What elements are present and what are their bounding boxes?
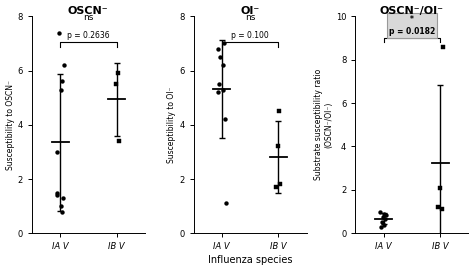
Point (383, 213, 390, 217)
Point (222, 201, 229, 206)
Point (58, 79, 66, 83)
Point (381, 217, 388, 221)
Point (214, 90, 222, 94)
Text: ns: ns (245, 13, 255, 22)
Point (59, 196, 67, 200)
Point (276, 182, 284, 187)
Text: p = 0.2636: p = 0.2636 (67, 31, 109, 40)
Point (275, 109, 283, 113)
Point (58, 209, 65, 214)
X-axis label: Influenza species: Influenza species (208, 256, 292, 265)
Point (114, 71, 122, 75)
Point (378, 225, 385, 229)
Point (214, 47, 222, 51)
Point (55, 30, 63, 35)
Point (113, 82, 120, 86)
Y-axis label: Susceptibility to OI⁻: Susceptibility to OI⁻ (167, 86, 176, 163)
Text: p = 0.100: p = 0.100 (231, 31, 269, 40)
Point (57, 87, 64, 92)
Point (434, 205, 442, 209)
Point (378, 220, 386, 225)
Point (437, 186, 444, 190)
Point (380, 222, 388, 227)
Point (380, 212, 387, 216)
Point (54, 191, 61, 195)
Point (438, 207, 446, 212)
Point (53, 193, 60, 198)
Title: OSCN⁻: OSCN⁻ (68, 6, 109, 15)
Point (57, 204, 64, 208)
Point (439, 44, 447, 49)
Title: OSCN⁻/OI⁻: OSCN⁻/OI⁻ (380, 6, 444, 15)
Point (215, 82, 222, 86)
Text: ns: ns (83, 13, 93, 22)
Point (274, 144, 282, 149)
Point (376, 209, 383, 214)
Point (272, 185, 280, 189)
Point (60, 63, 67, 67)
Title: OI⁻: OI⁻ (240, 6, 260, 15)
Point (220, 41, 228, 46)
Point (54, 150, 61, 154)
Text: *
p = 0.0182: * p = 0.0182 (389, 15, 435, 36)
Point (219, 63, 227, 67)
Point (219, 87, 227, 92)
Y-axis label: Substrate susceptibility ratio
(OSCN⁻/OI⁻): Substrate susceptibility ratio (OSCN⁻/OI… (314, 69, 333, 180)
Y-axis label: Susceptibility to OSCN⁻: Susceptibility to OSCN⁻ (6, 80, 15, 170)
Point (216, 55, 223, 59)
Point (222, 117, 229, 121)
Point (115, 139, 123, 143)
Point (379, 215, 387, 219)
